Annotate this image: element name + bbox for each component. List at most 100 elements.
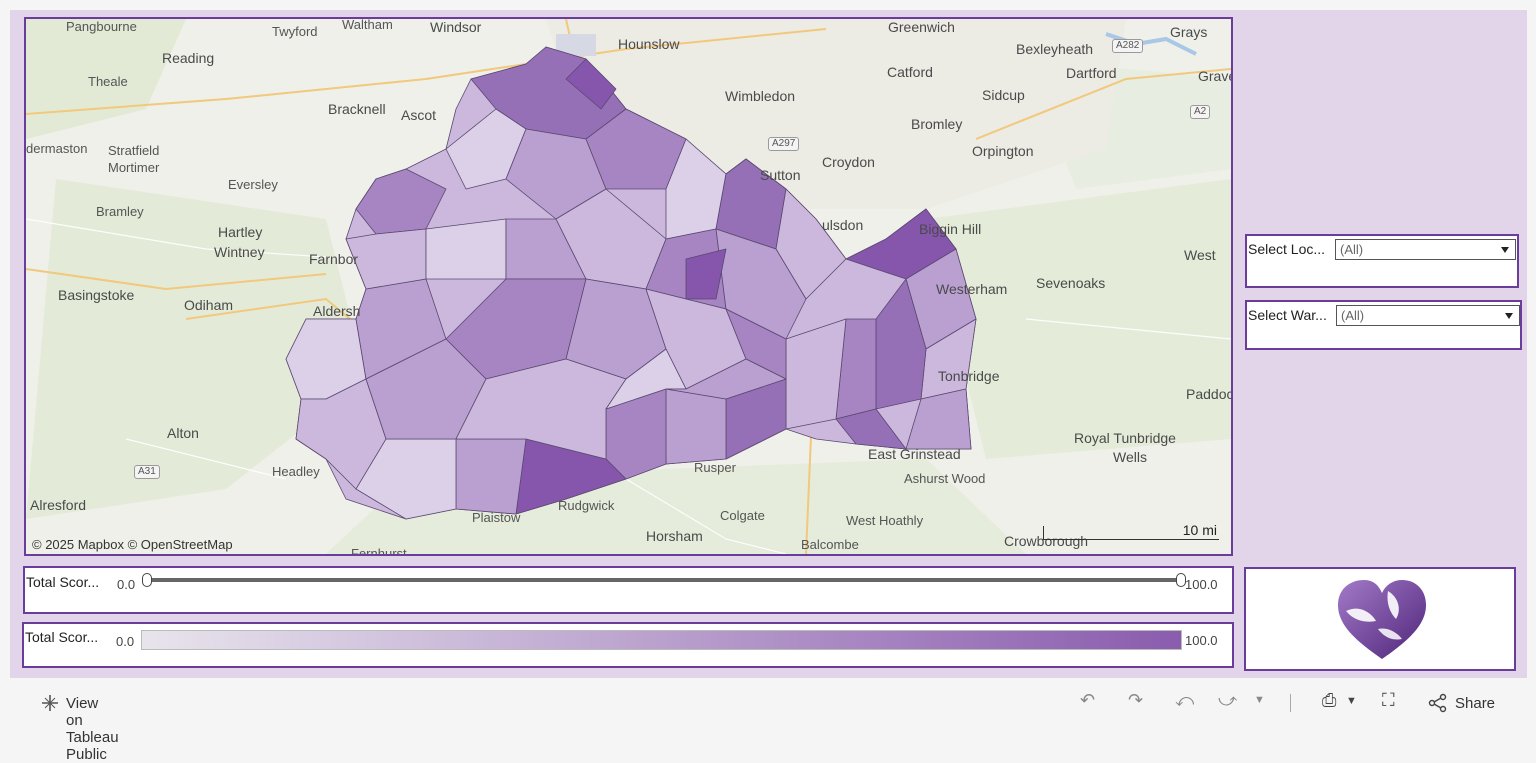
place-label: Waltham bbox=[342, 17, 393, 32]
score-range-filter: Total Scor... 0.0 100.0 bbox=[23, 566, 1234, 614]
map-view[interactable]: Pangbourne Twyford Waltham Windsor Houns… bbox=[24, 17, 1233, 556]
place-label: Rudgwick bbox=[558, 498, 615, 513]
place-label: Grays bbox=[1170, 24, 1208, 40]
place-label: Windsor bbox=[430, 19, 482, 35]
place-label: Balcombe bbox=[801, 537, 859, 552]
toolbar-divider bbox=[1290, 694, 1291, 712]
ward-filter-label: Select War... bbox=[1248, 307, 1327, 323]
score-slider-label: Total Scor... bbox=[26, 574, 100, 590]
undo-icon[interactable]: ↶ bbox=[1080, 690, 1096, 710]
road-badge: A31 bbox=[134, 465, 160, 479]
place-label: West Hoathly bbox=[846, 513, 924, 528]
score-slider-min: 0.0 bbox=[117, 577, 136, 592]
location-filter-label: Select Loc... bbox=[1248, 241, 1326, 257]
place-label: Fernhurst bbox=[351, 546, 407, 556]
place-label: Bexleyheath bbox=[1016, 41, 1094, 57]
place-label: Paddock bbox=[1186, 386, 1233, 402]
map-scale-bar: 10 mi bbox=[1043, 522, 1219, 540]
place-label: Hartley bbox=[218, 224, 263, 240]
place-label: dermaston bbox=[26, 141, 88, 156]
download-icon[interactable]: ⎙ bbox=[1322, 690, 1337, 710]
location-filter-panel: Select Loc... (All) bbox=[1245, 234, 1519, 288]
place-label: Stratfield bbox=[108, 143, 160, 158]
place-label: Croydon bbox=[822, 154, 875, 170]
location-filter-dropdown[interactable]: (All) bbox=[1335, 239, 1516, 260]
place-label: Rusper bbox=[694, 460, 736, 475]
place-label: Royal Tunbridge bbox=[1074, 430, 1176, 446]
score-slider-max-handle[interactable] bbox=[1176, 573, 1186, 587]
tableau-public-link[interactable]: View on Tableau Public bbox=[40, 693, 119, 763]
place-label: Gravese bbox=[1198, 68, 1231, 84]
score-slider-track[interactable] bbox=[147, 578, 1181, 582]
tableau-icon bbox=[42, 695, 58, 711]
score-legend-label: Total Scor... bbox=[25, 629, 99, 645]
place-label: Catford bbox=[887, 64, 933, 80]
place-label: Alresford bbox=[30, 497, 87, 513]
place-label: Sevenoaks bbox=[1036, 275, 1106, 291]
place-label: Greenwich bbox=[888, 19, 955, 35]
chevron-down-icon bbox=[1501, 247, 1509, 253]
place-label: Bracknell bbox=[328, 101, 386, 117]
place-label: Sidcup bbox=[982, 87, 1025, 103]
map-attribution[interactable]: © 2025 Mapbox © OpenStreetMap bbox=[32, 537, 233, 552]
place-label: Alton bbox=[167, 425, 199, 441]
place-label: Westerham bbox=[936, 281, 1008, 297]
road-badge: A282 bbox=[1112, 39, 1144, 53]
place-label: Tonbridge bbox=[938, 368, 1000, 384]
place-label: Bramley bbox=[96, 204, 144, 219]
score-color-ramp bbox=[141, 630, 1182, 650]
download-dropdown-icon[interactable]: ▼ bbox=[1346, 695, 1357, 707]
view-on-tableau-label: View on Tableau Public bbox=[66, 695, 119, 763]
logo-panel bbox=[1244, 567, 1516, 671]
place-label: Crowborough bbox=[1004, 533, 1089, 549]
redo-icon[interactable]: ↷ bbox=[1128, 690, 1144, 710]
place-label: Twyford bbox=[272, 24, 318, 39]
place-label: Horsham bbox=[646, 528, 703, 544]
road-badge: A297 bbox=[768, 137, 800, 151]
place-label: Plaistow bbox=[472, 510, 521, 525]
share-label: Share bbox=[1455, 695, 1496, 712]
place-label: Bromley bbox=[911, 116, 963, 132]
score-legend-min: 0.0 bbox=[116, 634, 135, 649]
place-label: West bbox=[1184, 247, 1216, 263]
place-label: Orpington bbox=[972, 143, 1034, 159]
place-label: Farnbor bbox=[309, 251, 359, 267]
ward-filter-panel: Select War... (All) bbox=[1245, 300, 1522, 350]
place-label: East Grinstead bbox=[868, 446, 961, 462]
heart-logo-icon bbox=[1338, 580, 1426, 659]
place-label: Headley bbox=[272, 464, 320, 479]
chevron-down-icon bbox=[1505, 313, 1513, 319]
share-icon bbox=[1428, 693, 1447, 713]
refresh-icon[interactable]: ⤻ bbox=[1218, 690, 1238, 710]
tableau-toolbar: View on Tableau Public ↶ ↷ ⤺ ⤻ ▼ ⎙ ▼ ⛶ S… bbox=[0, 686, 1536, 763]
ward-filter-dropdown[interactable]: (All) bbox=[1336, 305, 1520, 326]
place-label: Mortimer bbox=[108, 160, 160, 175]
revert-icon[interactable]: ⤺ bbox=[1175, 690, 1195, 710]
pause-dropdown-icon[interactable]: ▼ bbox=[1254, 694, 1265, 706]
score-slider-min-handle[interactable] bbox=[142, 573, 152, 587]
place-label: Reading bbox=[162, 50, 215, 66]
road-badge: A2 bbox=[1190, 105, 1211, 119]
location-filter-value: (All) bbox=[1340, 242, 1364, 257]
place-label: Pangbourne bbox=[66, 19, 137, 34]
place-label: ulsdon bbox=[822, 217, 864, 233]
basemap bbox=[26, 19, 1231, 554]
place-label: Colgate bbox=[720, 508, 765, 523]
place-label: Eversley bbox=[228, 177, 278, 192]
place-label: Aldersh bbox=[313, 303, 361, 319]
place-label: Wells bbox=[1113, 449, 1147, 465]
fullscreen-icon[interactable]: ⛶ bbox=[1382, 690, 1395, 710]
score-legend-max: 100.0 bbox=[1185, 633, 1218, 648]
place-label: Hounslow bbox=[618, 36, 680, 52]
ward-filter-value: (All) bbox=[1341, 308, 1365, 323]
share-button[interactable]: Share bbox=[1428, 693, 1495, 718]
score-slider-max: 100.0 bbox=[1185, 577, 1218, 592]
place-label: Basingstoke bbox=[58, 287, 135, 303]
place-label: Sutton bbox=[760, 167, 801, 183]
score-color-legend: Total Scor... 0.0 100.0 bbox=[22, 622, 1234, 668]
scale-label: 10 mi bbox=[1182, 522, 1217, 538]
place-label: Wimbledon bbox=[725, 88, 796, 104]
place-label: Odiham bbox=[184, 297, 234, 313]
place-label: Ashurst Wood bbox=[904, 471, 986, 486]
place-label: Biggin Hill bbox=[919, 221, 982, 237]
